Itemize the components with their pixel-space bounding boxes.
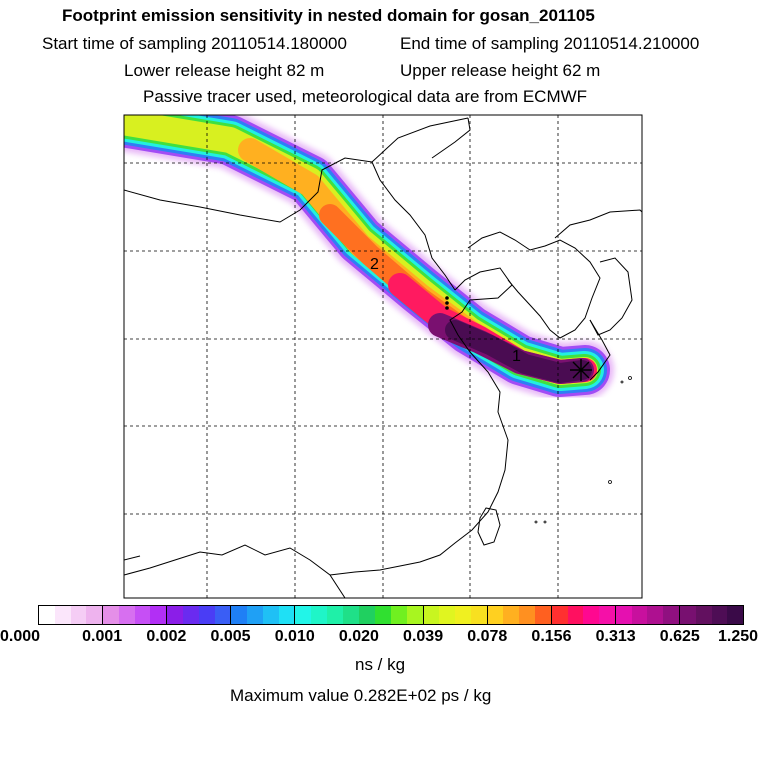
colorbar-cell	[679, 606, 696, 624]
colorbar-cell	[278, 606, 295, 624]
plot-title: Footprint emission sensitivity in nested…	[62, 6, 595, 25]
colorbar-cell	[727, 606, 744, 624]
colorbar-cell	[311, 606, 327, 624]
colorbar-segment	[615, 606, 680, 624]
colorbar-cell	[567, 606, 584, 624]
colorbar-segment	[39, 606, 104, 624]
colorbar-cell	[423, 606, 440, 624]
colorbar-cell	[342, 606, 359, 624]
colorbar-cell	[247, 606, 263, 624]
colorbar-segment	[359, 606, 424, 624]
colorbar-cell	[167, 606, 183, 624]
colorbar-cell	[711, 606, 728, 624]
colorbar-segment	[295, 606, 360, 624]
islands	[534, 376, 632, 524]
colorbar-cell	[326, 606, 343, 624]
colorbar-tick-label: 0.625	[659, 628, 700, 645]
units-label: ns / kg	[355, 655, 406, 674]
colorbar-segment	[423, 606, 488, 624]
colorbar-cell	[39, 606, 55, 624]
colorbar-tick-label: 0.001	[82, 628, 123, 645]
colorbar-cell	[647, 606, 664, 624]
start-sampling-label: Start time of sampling 20110514.180000	[42, 34, 347, 53]
colorbar-cell	[470, 606, 487, 624]
coastlines	[124, 117, 642, 598]
colorbar-tick-label: 0.156	[531, 628, 572, 645]
colorbar-cell	[198, 606, 215, 624]
colorbar-tick-label: 0.020	[338, 628, 379, 645]
colorbar-cell	[695, 606, 712, 624]
colorbar-cell	[103, 606, 119, 624]
lower-release-label: Lower release height 82 m	[124, 61, 325, 80]
colorbar-tick-label: 0.010	[274, 628, 315, 645]
colorbar-cell	[599, 606, 615, 624]
colorbar-segment	[679, 606, 744, 624]
colorbar-cell	[406, 606, 423, 624]
receptor-star-icon	[570, 359, 592, 381]
colorbar-tick-label: 0.313	[595, 628, 636, 645]
colorbar-tick-label: 0.078	[467, 628, 508, 645]
colorbar-cell	[54, 606, 71, 624]
colorbar-cell	[487, 606, 504, 624]
colorbar-cell	[631, 606, 648, 624]
trajectory-dots	[445, 296, 449, 310]
colorbar-tick-label: 0.002	[146, 628, 187, 645]
max-value-label: Maximum value 0.282E+02 ps / kg	[230, 686, 492, 705]
colorbar-cell	[134, 606, 151, 624]
colorbar-segment	[487, 606, 552, 624]
colorbar-cell	[295, 606, 312, 624]
tracer-info-label: Passive tracer used, meteorological data…	[143, 87, 588, 106]
colorbar-segment	[551, 606, 616, 624]
map-border	[123, 114, 643, 599]
colorbar-tick-label: 0.005	[210, 628, 251, 645]
colorbar-cell	[551, 606, 568, 624]
colorbar-cell	[86, 606, 103, 624]
colorbar-cell	[359, 606, 376, 624]
upper-release-label: Upper release height 62 m	[400, 61, 601, 80]
colorbar-tick-label: 0.000	[0, 628, 41, 645]
trajectory-marker-1: 1	[512, 348, 521, 365]
colorbar-cell	[439, 606, 456, 624]
colorbar-cell	[262, 606, 279, 624]
colorbar-cell	[455, 606, 471, 624]
grid-lines	[124, 115, 642, 598]
colorbar-cell	[663, 606, 679, 624]
colorbar-tick-label: 1.250	[717, 628, 759, 645]
colorbar-cell	[535, 606, 551, 624]
footprint-plume	[124, 115, 614, 401]
colorbar-cell	[231, 606, 248, 624]
colorbar	[38, 605, 744, 625]
colorbar-cell	[519, 606, 535, 624]
colorbar-segment	[103, 606, 168, 624]
colorbar-tick-label: 0.039	[403, 628, 444, 645]
colorbar-cell	[70, 606, 87, 624]
end-sampling-label: End time of sampling 20110514.210000	[400, 34, 700, 53]
colorbar-cell	[615, 606, 632, 624]
colorbar-segment	[231, 606, 296, 624]
colorbar-segment	[167, 606, 232, 624]
colorbar-cell	[182, 606, 199, 624]
colorbar-cell	[583, 606, 600, 624]
trajectory-marker-2: 2	[370, 256, 379, 273]
colorbar-cell	[503, 606, 520, 624]
colorbar-cell	[150, 606, 167, 624]
colorbar-cell	[375, 606, 392, 624]
colorbar-cell	[391, 606, 407, 624]
colorbar-cell	[118, 606, 135, 624]
colorbar-cell	[214, 606, 231, 624]
